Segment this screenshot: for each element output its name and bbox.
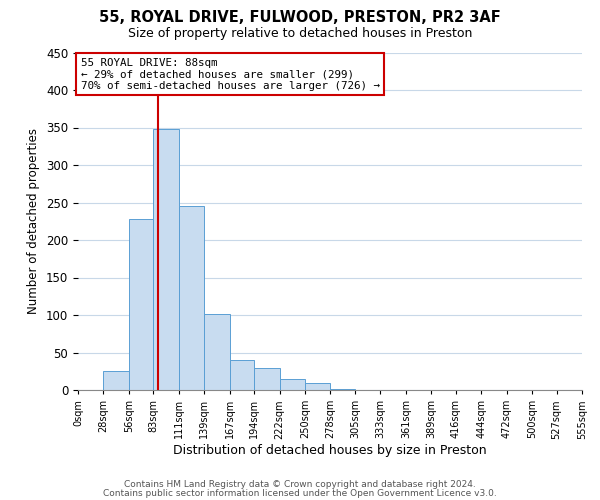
Bar (103, 371, 129, 390)
Bar (179, 206, 204, 390)
Text: Size of property relative to detached houses in Preston: Size of property relative to detached ho… (128, 28, 472, 40)
Bar (204, 314, 230, 390)
Text: Contains HM Land Registry data © Crown copyright and database right 2024.: Contains HM Land Registry data © Crown c… (124, 480, 476, 489)
Bar (305, 382, 331, 390)
Bar (230, 360, 254, 390)
Y-axis label: Number of detached properties: Number of detached properties (28, 128, 40, 314)
Bar (154, 129, 179, 390)
Bar (254, 368, 280, 390)
Text: 55, ROYAL DRIVE, FULWOOD, PRESTON, PR2 3AF: 55, ROYAL DRIVE, FULWOOD, PRESTON, PR2 3… (99, 10, 501, 25)
Bar (129, 219, 154, 390)
X-axis label: Distribution of detached houses by size in Preston: Distribution of detached houses by size … (173, 444, 487, 457)
Text: 55 ROYAL DRIVE: 88sqm
← 29% of detached houses are smaller (299)
70% of semi-det: 55 ROYAL DRIVE: 88sqm ← 29% of detached … (81, 58, 380, 91)
Bar (331, 389, 355, 390)
Bar (280, 379, 305, 390)
Text: Contains public sector information licensed under the Open Government Licence v3: Contains public sector information licen… (103, 490, 497, 498)
